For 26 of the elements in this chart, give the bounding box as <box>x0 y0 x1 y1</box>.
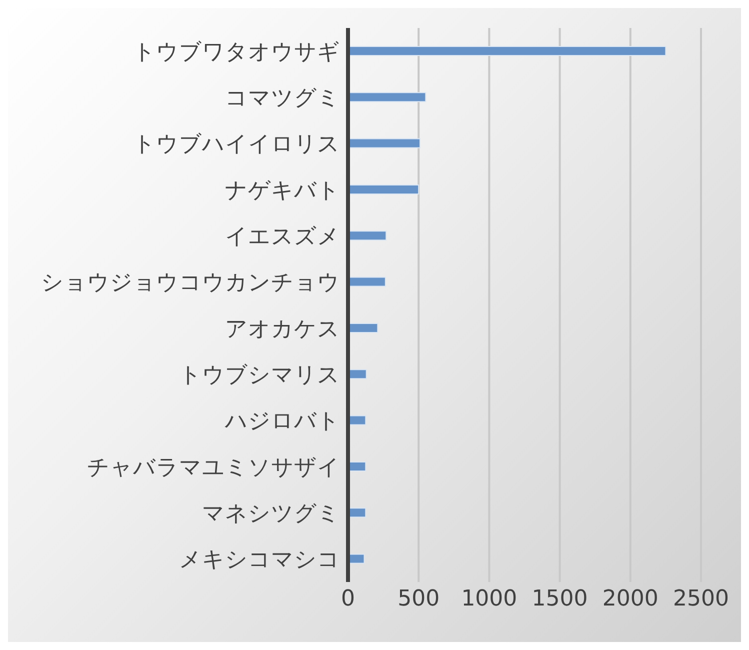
x-tick-label: 2000 <box>602 586 658 612</box>
x-tick-label: 500 <box>398 586 440 612</box>
y-tick-label: チャバラマユミソサザイ <box>87 455 340 480</box>
y-tick-label: マネシツグミ <box>202 502 340 527</box>
bar <box>348 230 387 241</box>
bar <box>348 184 420 194</box>
y-tick-label: トウブハイイロリス <box>133 132 340 158</box>
x-tick-label: 2500 <box>673 586 729 612</box>
x-tick-label: 1500 <box>532 586 588 612</box>
y-tick-label: ショウジョウコウカンチョウ <box>41 270 340 296</box>
y-tick-label: イエスズメ <box>225 224 340 250</box>
y-tick-label: トウブシマリス <box>179 363 340 388</box>
y-tick-label: アオカケス <box>225 316 340 342</box>
x-tick-label: 0 <box>341 586 355 612</box>
bar <box>348 322 378 333</box>
y-tick-label: メキシコマシコ <box>179 548 340 573</box>
x-tick-label: 1000 <box>461 586 518 612</box>
bar <box>348 138 421 148</box>
y-tick-label: ハジロバト <box>224 409 340 434</box>
bar <box>348 92 426 102</box>
bar <box>348 46 666 56</box>
y-tick-label: ナゲキバト <box>225 178 340 204</box>
bar <box>348 276 386 287</box>
y-tick-label: トウブワタオウサギ <box>133 40 340 65</box>
y-tick-label: コマツグミ <box>225 86 340 112</box>
bar <box>348 369 367 380</box>
